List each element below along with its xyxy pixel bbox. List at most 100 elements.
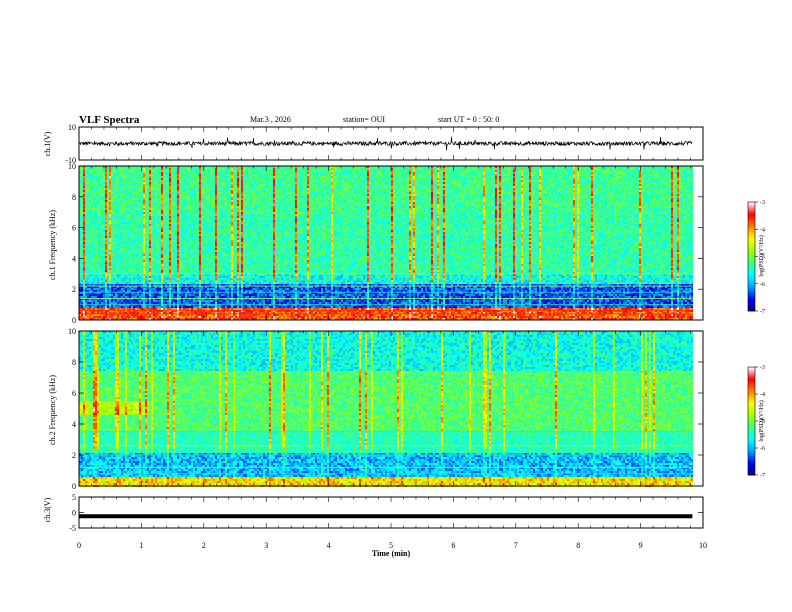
spectrogram-cell: [149, 202, 151, 204]
spectrogram-cell: [117, 188, 119, 190]
spectrogram-cell: [155, 232, 157, 234]
spectrogram-cell: [177, 244, 179, 246]
spectrogram-cell: [149, 214, 151, 216]
spectrogram-cell: [127, 282, 129, 284]
spectrogram-cell: [133, 270, 135, 272]
spectrogram-cell: [127, 294, 129, 296]
spectrogram-cell: [111, 220, 113, 222]
spectrogram-cell: [171, 194, 173, 196]
spectrogram-cell: [177, 194, 179, 196]
spectrogram-cell: [141, 234, 143, 236]
spectrogram-cell: [91, 246, 93, 248]
spectrogram-cell: [187, 168, 189, 170]
spectrogram-cell: [169, 186, 171, 188]
spectrogram-cell: [125, 288, 127, 290]
spectrogram-cell: [163, 260, 165, 262]
spectrogram-cell: [91, 200, 93, 202]
spectrogram-cell: [173, 214, 175, 216]
spectrogram-cell: [165, 172, 167, 174]
spectrogram-cell: [153, 306, 155, 308]
spectrogram-cell: [147, 194, 149, 196]
spectrogram-cell: [155, 224, 157, 226]
spectrogram-cell: [105, 256, 107, 258]
spectrogram-cell: [139, 176, 141, 178]
spectrogram-cell: [117, 246, 119, 248]
spectrogram-cell: [131, 306, 133, 308]
spectrogram-cell: [115, 214, 117, 216]
spectrogram-cell: [103, 294, 105, 296]
spectrogram-cell: [187, 200, 189, 202]
spectrogram-cell: [187, 208, 189, 210]
spectrogram-cell: [123, 180, 125, 182]
spectrogram-cell: [169, 218, 171, 220]
spectrogram-cell: [175, 210, 177, 212]
spectrogram-cell: [153, 202, 155, 204]
spectrogram-cell: [111, 236, 113, 238]
spectrogram-cell: [177, 212, 179, 214]
spectrogram-cell: [149, 256, 151, 258]
spectrogram-cell: [147, 190, 149, 192]
spectrogram-cell: [157, 222, 159, 224]
spectrogram-cell: [147, 300, 149, 302]
spectrogram-cell: [157, 184, 159, 186]
spectrogram-cell: [151, 302, 153, 304]
spectrogram-cell: [159, 302, 161, 304]
spectrogram-cell: [187, 232, 189, 234]
spectrogram-cell: [115, 182, 117, 184]
spectrogram-cell: [153, 236, 155, 238]
spectrogram-cell: [119, 256, 121, 258]
spectrogram-cell: [155, 296, 157, 298]
spectrogram-cell: [153, 192, 155, 194]
spectrogram-cell: [143, 240, 145, 242]
spectrogram-cell: [99, 258, 101, 260]
spectrogram-cell: [105, 168, 107, 170]
spectrogram-cell: [169, 248, 171, 250]
spectrogram-cell: [135, 262, 137, 264]
spectrogram-cell: [91, 296, 93, 298]
spectrogram-cell: [87, 188, 89, 190]
spectrogram-cell: [105, 184, 107, 186]
spectrogram-cell: [91, 236, 93, 238]
spectrogram-cell: [137, 300, 139, 302]
spectrogram-cell: [93, 250, 95, 252]
spectrogram-cell: [165, 222, 167, 224]
spectrogram-cell: [187, 190, 189, 192]
spectrogram-cell: [135, 204, 137, 206]
spectrogram-cell: [83, 168, 85, 170]
spectrogram-cell: [81, 308, 83, 310]
spectrogram-cell: [85, 288, 87, 290]
spectrogram-cell: [141, 176, 143, 178]
spectrogram-cell: [187, 242, 189, 244]
spectrogram-cell: [123, 182, 125, 184]
spectrogram-cell: [189, 200, 191, 202]
spectrogram-cell: [117, 258, 119, 260]
spectrogram-cell: [151, 186, 153, 188]
spectrogram-cell: [187, 212, 189, 214]
spectrogram-cell: [147, 178, 149, 180]
spectrogram-cell: [89, 302, 91, 304]
spectrogram-cell: [149, 228, 151, 230]
spectrogram-cell: [115, 252, 117, 254]
spectrogram-cell: [187, 240, 189, 242]
spectrogram-cell: [97, 216, 99, 218]
spectrogram-cell: [113, 228, 115, 230]
spectrogram-cell: [117, 192, 119, 194]
spectrogram-cell: [183, 216, 185, 218]
spectrogram-cell: [139, 246, 141, 248]
spectrogram-cell: [183, 238, 185, 240]
spectrogram-cell: [169, 230, 171, 232]
spectrogram-cell: [131, 316, 133, 318]
spectrogram-cell: [101, 290, 103, 292]
spectrogram-cell: [123, 198, 125, 200]
spectrogram-cell: [107, 176, 109, 178]
spectrogram-cell: [171, 266, 173, 268]
spectrogram-cell: [175, 302, 177, 304]
spectrogram-cell: [107, 192, 109, 194]
spectrogram-cell: [187, 180, 189, 182]
spectrogram-cell: [147, 260, 149, 262]
spectrogram-cell: [105, 222, 107, 224]
spectrogram-cell: [81, 168, 83, 170]
spectrogram-cell: [137, 182, 139, 184]
spectrogram-cell: [165, 242, 167, 244]
spectrogram-cell: [133, 226, 135, 228]
